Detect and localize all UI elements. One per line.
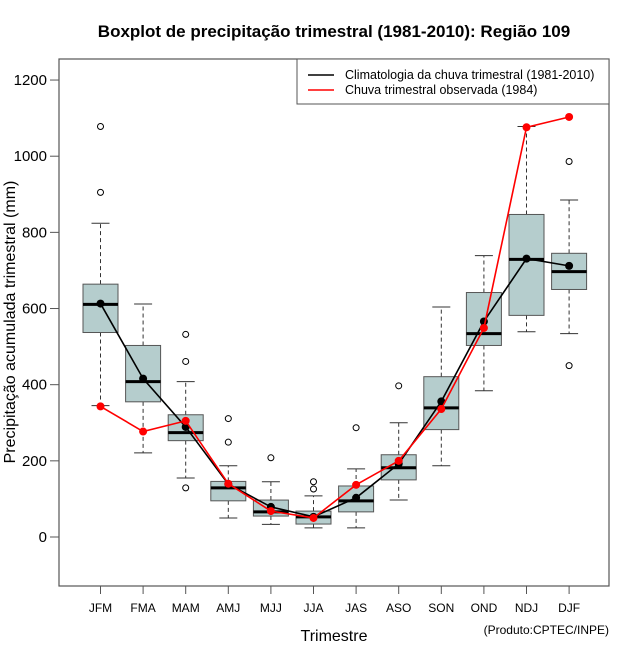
series-observed [96,112,574,522]
box-jfm [82,122,119,407]
series-point [96,299,105,308]
series-point [565,261,574,270]
outlier-point [310,478,317,486]
x-tick-label: JFM [89,601,112,615]
box-mam [167,330,204,492]
outlier-point [182,330,190,338]
series-climatology [96,254,574,521]
series-point [139,374,148,383]
outlier-point [97,122,104,130]
x-tick-label: DJF [558,601,580,615]
box-aso [380,382,417,501]
outlier-point [352,424,360,432]
legend-label-climatology: Climatologia da chuva trimestral (1981-2… [345,68,594,82]
series-point [522,254,531,263]
legend: Climatologia da chuva trimestral (1981-2… [296,58,610,105]
series-point [437,405,446,414]
y-axis-label: Precipitação acumulada trimestral (mm) [2,181,19,464]
legend-box [296,58,610,105]
outlier-point [182,357,190,365]
outlier-point [395,382,403,390]
x-tick-label: OND [471,601,498,615]
x-tick-label: JJA [303,601,323,615]
series-point [309,513,318,522]
y-tick-label: 1200 [14,72,47,89]
outlier-point [565,362,573,370]
y-axis: 0 200 400 600 800 1000 1200 [14,72,60,546]
outlier-point [267,454,275,462]
y-tick-label: 0 [39,529,47,546]
y-tick-label: 600 [22,301,47,318]
outlier-point [310,485,317,493]
x-tick-label: MAM [172,601,200,615]
y-tick-label: 400 [22,377,47,394]
series-layer [96,112,574,522]
x-tick-label: FMA [130,601,155,615]
x-tick-label: JAS [345,601,367,615]
outlier-point [565,158,573,166]
y-tick-label: 1000 [14,148,47,165]
outlier-point [224,438,232,446]
series-point [437,397,446,406]
series-point [479,323,488,332]
series-line [100,116,570,519]
series-point [224,479,233,488]
x-tick-label: NDJ [515,601,538,615]
outlier-point [182,484,190,492]
credit-text: (Produto:CPTEC/INPE) [484,623,609,637]
series-point [181,416,190,425]
series-point [352,480,361,489]
series-point [565,112,574,121]
legend-label-observed: Chuva trimestral observada (1984) [345,83,537,97]
x-axis: JFM FMA MAM AMJ MJJ JJA JAS ASO SON OND NDJ DJF [89,586,580,615]
x-axis-label: Trimestre [301,628,368,645]
x-tick-label: AMJ [216,601,240,615]
box-ndj [508,125,545,333]
series-point [394,456,403,465]
chart-title: Boxplot de precipitação trimestral (1981… [98,22,570,41]
x-tick-label: ASO [386,601,411,615]
series-point [139,427,148,436]
boxes-layer [82,122,588,529]
outlier-point [224,415,232,423]
x-tick-label: MJJ [260,601,282,615]
x-tick-label: SON [428,601,454,615]
outlier-point [97,188,104,196]
y-tick-label: 800 [22,224,47,241]
box-djf [551,158,588,370]
y-tick-label: 200 [22,453,47,470]
box-jas [338,424,375,529]
series-point [522,123,531,132]
box-iqr [508,213,545,316]
series-line [99,257,570,518]
series-point [266,507,275,516]
series-point [96,402,105,411]
series-point [352,493,361,502]
